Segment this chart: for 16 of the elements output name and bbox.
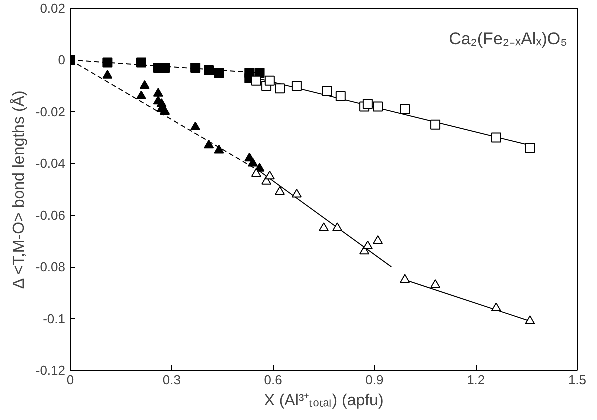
y-tick-label: 0.02 xyxy=(40,1,66,16)
y-tick-label: -0.02 xyxy=(36,104,66,120)
x-tick-label: 0.9 xyxy=(366,372,384,388)
x-tick-label: 1.5 xyxy=(568,372,587,388)
x-tick-label: 0.3 xyxy=(162,372,181,388)
y-tick-label: -0.06 xyxy=(36,208,66,223)
x-tick-label: 0.6 xyxy=(264,372,282,388)
annotation: Ca₂(Fe₂₋ₓAlₓ)O₅ xyxy=(449,30,568,48)
x-tick-label: 1.2 xyxy=(467,372,486,388)
y-tick-label: 0 xyxy=(58,52,66,68)
y-tick-label: -0.1 xyxy=(43,311,66,326)
y-axis-title: Δ <T,M-O> bond lengths (Å) xyxy=(10,90,28,290)
x-axis-title: X (Al³⁺ₜₒₜₐₗ) (apfu) xyxy=(264,392,384,410)
y-tick-label: -0.08 xyxy=(36,260,66,275)
y-tick-label: -0.04 xyxy=(36,156,66,172)
y-tick-label: -0.12 xyxy=(36,363,66,378)
